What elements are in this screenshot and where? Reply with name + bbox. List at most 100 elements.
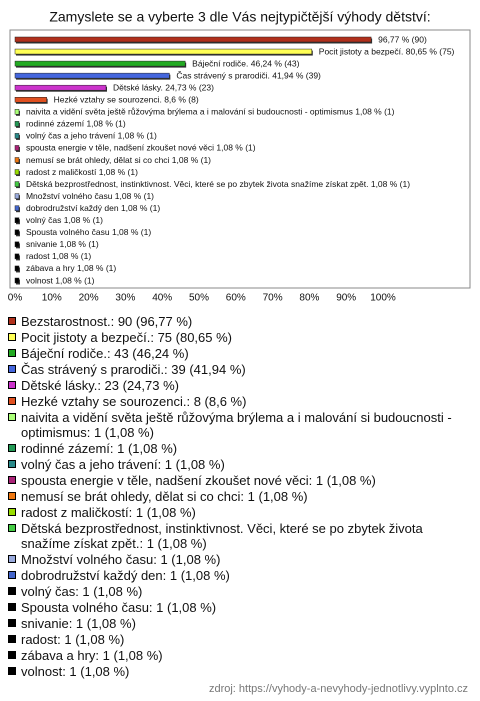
legend-label: Pocit jistoty a bezpečí.: 75 (80,65 %) bbox=[21, 330, 232, 345]
legend-swatch bbox=[8, 587, 16, 595]
legend-swatch bbox=[8, 460, 16, 468]
x-tick-label: 80% bbox=[299, 293, 319, 304]
legend-swatch bbox=[8, 397, 16, 405]
x-tick-label: 0% bbox=[8, 293, 23, 304]
legend-label: rodinné zázemí: 1 (1,08 %) bbox=[21, 441, 178, 456]
legend-label: nemusí se brát ohledy, dělat si co chci:… bbox=[21, 489, 308, 504]
legend-swatch bbox=[8, 603, 16, 611]
legend-swatch bbox=[8, 476, 16, 484]
bar bbox=[14, 121, 20, 127]
legend-swatch bbox=[8, 651, 16, 659]
legend-label: volný čas a jeho trávení: 1 (1,08 %) bbox=[21, 457, 225, 472]
bar bbox=[14, 36, 372, 43]
legend-label: radost: 1 (1,08 %) bbox=[21, 632, 125, 647]
legend-swatch bbox=[8, 508, 16, 516]
chart-title: Zamyslete se a vyberte 3 dle Vás nejtypi… bbox=[49, 9, 430, 25]
legend-item: Množství volného času: 1 (1,08 %) bbox=[6, 552, 472, 567]
x-tick-label: 50% bbox=[189, 293, 209, 304]
bar bbox=[14, 97, 47, 103]
legend-item: Báječní rodiče.: 43 (46,24 %) bbox=[6, 346, 472, 361]
legend-swatch bbox=[8, 619, 16, 627]
legend-item: Spousta volného času: 1 (1,08 %) bbox=[6, 600, 472, 615]
bar bbox=[14, 181, 20, 187]
legend-label: volný čas: 1 (1,08 %) bbox=[21, 584, 143, 599]
value-label: 96,77 % (90) bbox=[378, 34, 427, 44]
legend-swatch bbox=[8, 492, 16, 500]
value-label: volný čas a jeho trávení 1,08 % (1) bbox=[26, 131, 157, 141]
legend-item: radost: 1 (1,08 %) bbox=[6, 632, 472, 647]
legend-item: volný čas: 1 (1,08 %) bbox=[6, 584, 472, 599]
legend-swatch bbox=[8, 524, 16, 532]
value-label: rodinné zázemí 1,08 % (1) bbox=[26, 119, 126, 129]
value-label: Dětská bezprostřednost, instinktivnost. … bbox=[26, 179, 410, 189]
value-label: Čas strávený s prarodiči. 41,94 % (39) bbox=[176, 70, 321, 80]
value-label: nemusí se brát ohledy, dělat si co chci … bbox=[26, 155, 211, 165]
value-label: Hezké vztahy se sourozenci. 8,6 % (8) bbox=[54, 95, 199, 105]
legend-label: Hezké vztahy se sourozenci.: 8 (8,6 %) bbox=[21, 394, 247, 409]
value-label: dobrodružství každý den 1,08 % (1) bbox=[26, 203, 160, 213]
legend-label: Bezstarostnost.: 90 (96,77 %) bbox=[21, 314, 193, 329]
x-tick-label: 70% bbox=[263, 293, 283, 304]
legend-label: snivanie: 1 (1,08 %) bbox=[21, 616, 136, 631]
value-label: Pocit jistoty a bezpečí. 80,65 % (75) bbox=[319, 46, 455, 56]
x-tick-label: 20% bbox=[79, 293, 99, 304]
bar bbox=[14, 109, 20, 115]
legend-label: radost z maličkostí: 1 (1,08 %) bbox=[21, 505, 196, 520]
legend-swatch bbox=[8, 413, 16, 421]
bar bbox=[14, 48, 313, 55]
legend-swatch bbox=[8, 635, 16, 643]
legend-label: volnost: 1 (1,08 %) bbox=[21, 664, 130, 679]
legend-label: Dětská bezprostřednost, instinktivnost. … bbox=[21, 521, 423, 551]
x-tick-label: 100% bbox=[370, 293, 396, 304]
legend-label: Báječní rodiče.: 43 (46,24 %) bbox=[21, 346, 189, 361]
legend-item: Čas strávený s prarodiči.: 39 (41,94 %) bbox=[6, 362, 472, 377]
legend-item: Pocit jistoty a bezpečí.: 75 (80,65 %) bbox=[6, 330, 472, 345]
x-tick-label: 10% bbox=[42, 293, 62, 304]
bar bbox=[14, 241, 20, 248]
legend-swatch bbox=[8, 571, 16, 579]
bar bbox=[14, 157, 20, 163]
legend-swatch bbox=[8, 349, 16, 357]
source: zdroj: https://vyhody-a-nevyhody-jednotl… bbox=[208, 683, 468, 695]
legend-item: snivanie: 1 (1,08 %) bbox=[6, 616, 472, 631]
value-label: spousta energie v těle, nadšení zkoušet … bbox=[26, 143, 256, 153]
bar bbox=[14, 145, 20, 151]
value-label: naivita a vidění světa ještě růžovýma br… bbox=[26, 107, 395, 117]
bar bbox=[14, 205, 20, 211]
legend-item: Dětské lásky.: 23 (24,73 %) bbox=[6, 378, 472, 393]
legend-item: Dětská bezprostřednost, instinktivnost. … bbox=[6, 521, 472, 551]
value-label: Množství volného času 1,08 % (1) bbox=[26, 191, 154, 201]
bar bbox=[14, 193, 20, 199]
legend-swatch bbox=[8, 444, 16, 452]
bar bbox=[14, 265, 20, 272]
value-label: Báječní rodiče. 46,24 % (43) bbox=[192, 58, 299, 68]
value-label: zábava a hry 1,08 % (1) bbox=[26, 263, 116, 273]
x-tick-label: 30% bbox=[115, 293, 135, 304]
plot-frame bbox=[9, 29, 471, 289]
legend-item: Hezké vztahy se sourozenci.: 8 (8,6 %) bbox=[6, 394, 472, 409]
legend-item: spousta energie v těle, nadšení zkoušet … bbox=[6, 473, 472, 488]
legend-swatch bbox=[8, 333, 16, 341]
value-label: volný čas 1,08 % (1) bbox=[26, 215, 103, 225]
legend-item: nemusí se brát ohledy, dělat si co chci:… bbox=[6, 489, 472, 504]
legend-item: Bezstarostnost.: 90 (96,77 %) bbox=[6, 314, 472, 329]
legend-item: rodinné zázemí: 1 (1,08 %) bbox=[6, 441, 472, 456]
x-tick-label: 40% bbox=[152, 293, 172, 304]
legend-item: volnost: 1 (1,08 %) bbox=[6, 664, 472, 679]
bar bbox=[14, 253, 20, 260]
bar bbox=[14, 60, 186, 67]
bar bbox=[14, 169, 20, 175]
legend-swatch bbox=[8, 317, 16, 325]
legend-item: dobrodružství každý den: 1 (1,08 %) bbox=[6, 568, 472, 583]
legend-item: volný čas a jeho trávení: 1 (1,08 %) bbox=[6, 457, 472, 472]
bar bbox=[14, 217, 20, 223]
legend-swatch bbox=[8, 667, 16, 675]
legend-item: radost z maličkostí: 1 (1,08 %) bbox=[6, 505, 472, 520]
value-label: Dětské lásky. 24,73 % (23) bbox=[113, 82, 214, 92]
bar bbox=[14, 72, 170, 79]
legend-item: naivita a vidění světa ještě růžovýma br… bbox=[6, 410, 472, 440]
legend-label: dobrodružství každý den: 1 (1,08 %) bbox=[21, 568, 230, 583]
bar bbox=[14, 133, 20, 139]
chart: Zamyslete se a vyberte 3 dle Vás nejtypi… bbox=[8, 9, 471, 304]
